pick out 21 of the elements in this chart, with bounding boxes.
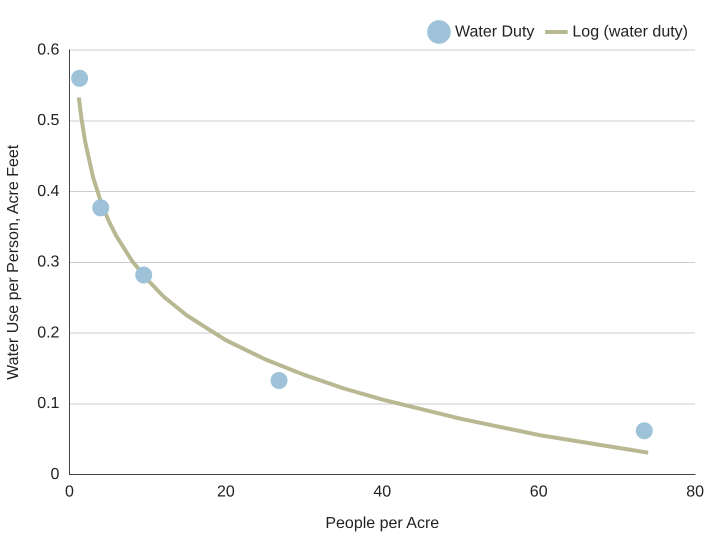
x-tick-label: 0	[64, 484, 74, 501]
y-tick-label: 0.5	[37, 112, 60, 130]
y-tick-label: 0.2	[37, 324, 60, 342]
y-tick-label: 0	[50, 466, 60, 484]
legend-label: Water Duty	[454, 23, 534, 40]
x-tick-label: 60	[530, 484, 548, 501]
y-axis-title: Water Use per Person, Acre Feet	[5, 144, 22, 380]
point	[135, 266, 152, 284]
y-tick-label: 0.4	[37, 182, 60, 200]
y-tick-label: 0.1	[37, 395, 60, 412]
y-tick-label: 0.3	[37, 254, 60, 271]
point	[92, 199, 110, 216]
legend-label: Log (water duty)	[572, 23, 688, 40]
x-axis-title: People per Acre	[325, 514, 440, 532]
x-tick-label: 20	[216, 484, 235, 501]
point	[636, 422, 653, 440]
point	[71, 70, 88, 87]
x-tick-label: 40	[373, 484, 392, 501]
x-tick-label: 80	[686, 484, 704, 501]
y-tick-label: 0.6	[37, 41, 60, 58]
point	[270, 372, 288, 389]
